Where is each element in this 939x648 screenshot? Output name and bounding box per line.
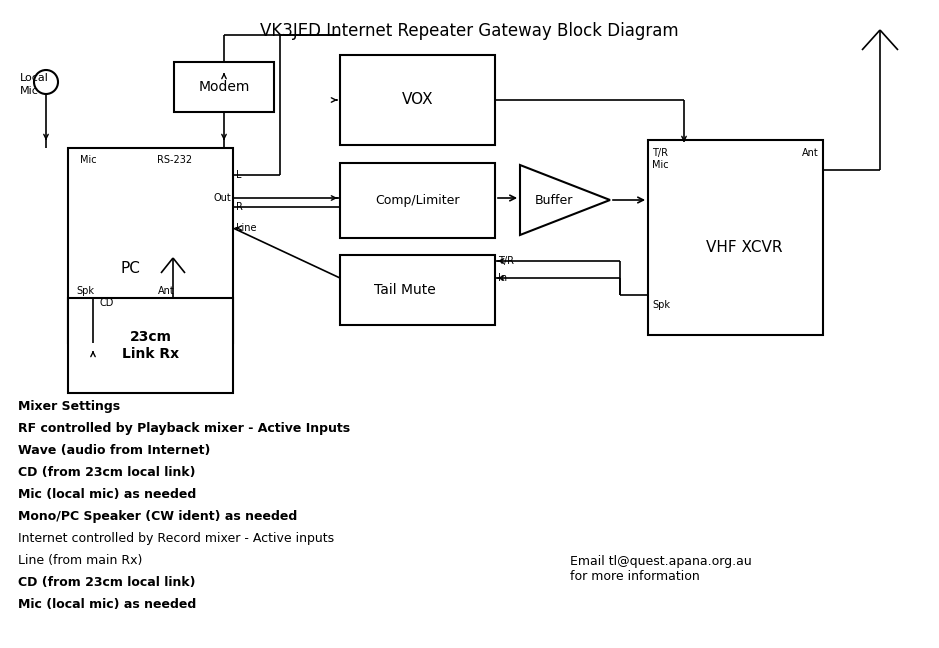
Text: Tail Mute: Tail Mute — [375, 283, 436, 297]
Text: Mic: Mic — [652, 160, 669, 170]
Text: VOX: VOX — [402, 93, 433, 108]
Text: Internet controlled by Record mixer - Active inputs: Internet controlled by Record mixer - Ac… — [18, 532, 334, 545]
Text: Local: Local — [20, 73, 49, 83]
Text: Line: Line — [236, 223, 256, 233]
Bar — [648, 140, 823, 335]
Text: CD: CD — [100, 298, 115, 308]
Text: Wave (audio from Internet): Wave (audio from Internet) — [18, 444, 210, 457]
Bar — [68, 148, 233, 343]
Text: Buffer: Buffer — [535, 194, 574, 207]
Text: RS-232: RS-232 — [157, 155, 192, 165]
Text: RF controlled by Playback mixer - Active Inputs: RF controlled by Playback mixer - Active… — [18, 422, 350, 435]
Text: Mic (local mic) as needed: Mic (local mic) as needed — [18, 488, 196, 501]
Text: L: L — [236, 170, 241, 180]
Text: R: R — [236, 202, 243, 212]
Text: Mic: Mic — [80, 155, 97, 165]
Text: Out: Out — [213, 193, 231, 203]
Bar — [340, 55, 495, 145]
Text: VK3JED Internet Repeater Gateway Block Diagram: VK3JED Internet Repeater Gateway Block D… — [260, 22, 679, 40]
Text: In: In — [498, 273, 507, 283]
Text: VHF XCVR: VHF XCVR — [706, 240, 782, 255]
Text: Ant: Ant — [158, 286, 175, 296]
Text: Spk: Spk — [652, 300, 670, 310]
Text: 23cm
Link Rx: 23cm Link Rx — [122, 330, 179, 360]
Text: PC: PC — [121, 261, 141, 277]
Text: T/R: T/R — [652, 148, 668, 158]
Text: Mic (local mic) as needed: Mic (local mic) as needed — [18, 598, 196, 611]
Bar — [340, 255, 495, 325]
Text: Mixer Settings: Mixer Settings — [18, 400, 120, 413]
Bar — [68, 298, 233, 393]
Text: Mono/PC Speaker (CW ident) as needed: Mono/PC Speaker (CW ident) as needed — [18, 510, 298, 523]
Text: CD (from 23cm local link): CD (from 23cm local link) — [18, 576, 195, 589]
Bar — [174, 62, 274, 112]
Text: Modem: Modem — [198, 80, 250, 94]
Text: Spk: Spk — [76, 286, 94, 296]
Text: Line (from main Rx): Line (from main Rx) — [18, 554, 143, 567]
Polygon shape — [520, 165, 610, 235]
Text: Email tl@quest.apana.org.au
for more information: Email tl@quest.apana.org.au for more inf… — [570, 555, 752, 583]
Text: T/R: T/R — [498, 256, 514, 266]
Text: Ant: Ant — [802, 148, 819, 158]
Text: CD (from 23cm local link): CD (from 23cm local link) — [18, 466, 195, 479]
Bar — [340, 163, 495, 238]
Text: Mic: Mic — [20, 86, 38, 96]
Text: Comp/Limiter: Comp/Limiter — [376, 194, 460, 207]
